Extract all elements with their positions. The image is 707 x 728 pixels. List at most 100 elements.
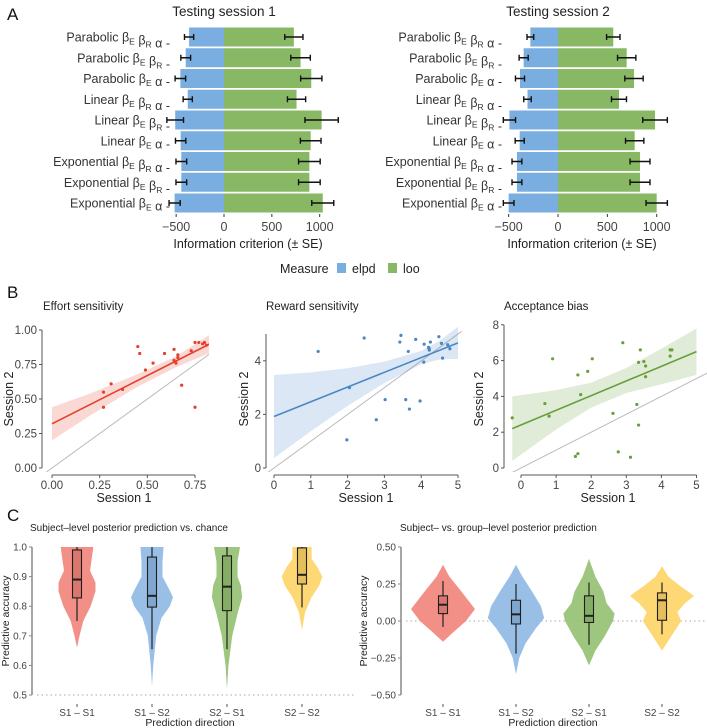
acceptance-point: [576, 373, 580, 377]
reward-plot: 0 2 4 0 1 2 3 4 5: [255, 326, 462, 492]
acceptance-confidence-band: [512, 328, 697, 461]
violin-left-y-tick-label: 0.8: [13, 602, 27, 613]
violin-right-x-tick-label: S1 – S1: [425, 708, 461, 719]
acceptance-point: [638, 348, 642, 352]
session1-bar-elpd: [180, 131, 224, 151]
session2-x-tick-label: 0: [555, 220, 562, 234]
violin-right-y-tick-label: 0.50: [377, 543, 397, 554]
session1-bar-elpd: [189, 27, 224, 47]
session1-errorbar-loo: [311, 200, 335, 206]
reward-y-tick-label: 0: [255, 463, 261, 475]
acceptance-point: [579, 393, 583, 397]
legend-swatch-elpd: [337, 263, 346, 273]
reward-title: Reward sensitivity: [266, 301, 359, 313]
effort-x-tick-label: 0.50: [136, 480, 158, 492]
acceptance-y-tick-label: 8: [493, 320, 499, 332]
violin-left-y-tick-label: 1.0: [13, 543, 27, 554]
effort-y-tick-label: 1.00: [15, 325, 37, 337]
reward-point: [448, 347, 452, 351]
effort-point: [204, 343, 209, 347]
session1-bar-elpd: [181, 172, 224, 192]
acceptance-x-tick-label: 3: [623, 480, 629, 492]
session2-bar-elpd: [516, 172, 558, 192]
session2-errorbar-loo: [645, 200, 669, 206]
session2-row-label: Linear βE βR -: [426, 114, 502, 134]
session2-errorbar-loo: [610, 96, 628, 103]
session2-x-tick-label: 1000: [643, 220, 671, 234]
session2-bar-elpd: [508, 193, 558, 213]
effort-x-tick-label: 0.75: [184, 480, 206, 492]
reward-point: [428, 340, 432, 344]
effort-y-tick-label: 0.75: [15, 360, 37, 372]
session2-errorbar-loo: [629, 158, 651, 165]
acceptance-x-title: Session 1: [581, 491, 636, 505]
effort-point: [172, 358, 176, 362]
violin-right-y-tick-label: −0.50: [371, 691, 397, 702]
reward-point: [404, 398, 408, 402]
reward-point: [407, 407, 412, 411]
reward-point: [398, 340, 402, 344]
session2-errorbar-elpd: [502, 200, 515, 206]
reward-point: [439, 341, 444, 345]
acceptance-x-tick-label: 0: [518, 480, 524, 492]
acceptance-point: [543, 401, 547, 406]
reward-x-title: Session 1: [339, 491, 394, 505]
session1-bar-elpd: [180, 69, 224, 88]
session1-row-label: Linear βE βR α -: [84, 93, 170, 113]
effort-point: [176, 356, 180, 360]
acceptance-y-title: Session 2: [472, 372, 486, 427]
violin-right-box: [583, 595, 595, 624]
session1-errorbar-loo: [299, 137, 322, 144]
violin-right-box: [510, 599, 522, 625]
acceptance-point: [628, 455, 633, 459]
session2-bar-loo: [558, 27, 614, 47]
legend-label-loo: loo: [403, 262, 420, 276]
violin-left-x-title: Prediction direction: [145, 717, 234, 728]
session1-errorbar-elpd: [183, 34, 195, 40]
violin-left-y-tick-label: 0.7: [13, 631, 27, 642]
effort-point: [193, 340, 197, 345]
legend-swatch-loo: [388, 263, 397, 273]
acceptance-y-tick-label: 6: [493, 356, 499, 368]
session2-errorbar-elpd: [511, 158, 523, 165]
reward-point: [406, 349, 410, 354]
reward-point: [383, 398, 387, 402]
session1-bar-elpd: [187, 89, 224, 109]
violin-left-box: [146, 556, 158, 608]
reward-point: [440, 356, 445, 360]
session2-bar-elpd: [530, 27, 558, 47]
acceptance-point: [636, 423, 641, 427]
reward-point: [414, 337, 418, 341]
acceptance-point: [576, 452, 580, 456]
violin-right-x-title: Prediction direction: [508, 717, 597, 728]
reward-x-tick-label: 5: [455, 480, 461, 492]
session2-row-label: Exponential βE βR α -: [385, 155, 502, 175]
session2-errorbar-loo: [616, 54, 637, 61]
effort-point: [174, 361, 178, 365]
acceptance-point: [642, 359, 646, 364]
violin-left-title: Subject–level posterior prediction vs. c…: [30, 523, 228, 534]
session2-errorbar-loo: [624, 137, 645, 144]
session1-row-label: Parabolic βE βR -: [77, 51, 170, 71]
acceptance-point: [644, 364, 648, 368]
session1-errorbar-loo: [304, 117, 339, 123]
session2-errorbar-elpd: [502, 117, 517, 123]
session1-x-tick-label: −500: [162, 220, 190, 234]
session2-bar-loo: [558, 110, 656, 130]
session2-bar-loo: [558, 152, 641, 171]
effort-x-title: Session 1: [97, 491, 152, 505]
effort-point: [176, 353, 180, 357]
violin-right-x-tick-label: S2 – S2: [644, 708, 680, 719]
session1-errorbar-loo: [284, 34, 304, 40]
violin-right-y-title: Predictive accuracy: [358, 575, 370, 667]
acceptance-point: [636, 360, 641, 364]
session2-row-label: Linear βE βR α -: [416, 93, 502, 113]
session2-x-tick-label: 500: [597, 220, 618, 234]
session1-errorbar-elpd: [168, 200, 181, 206]
session1-row-label: Linear βE α -: [101, 134, 170, 151]
session1-x-tick-label: 0: [221, 220, 228, 234]
effort-point: [212, 342, 215, 345]
session2-row-label: Parabolic βE α -: [415, 72, 502, 89]
violin-right-x-tick-label: S2 – S1: [571, 708, 607, 719]
